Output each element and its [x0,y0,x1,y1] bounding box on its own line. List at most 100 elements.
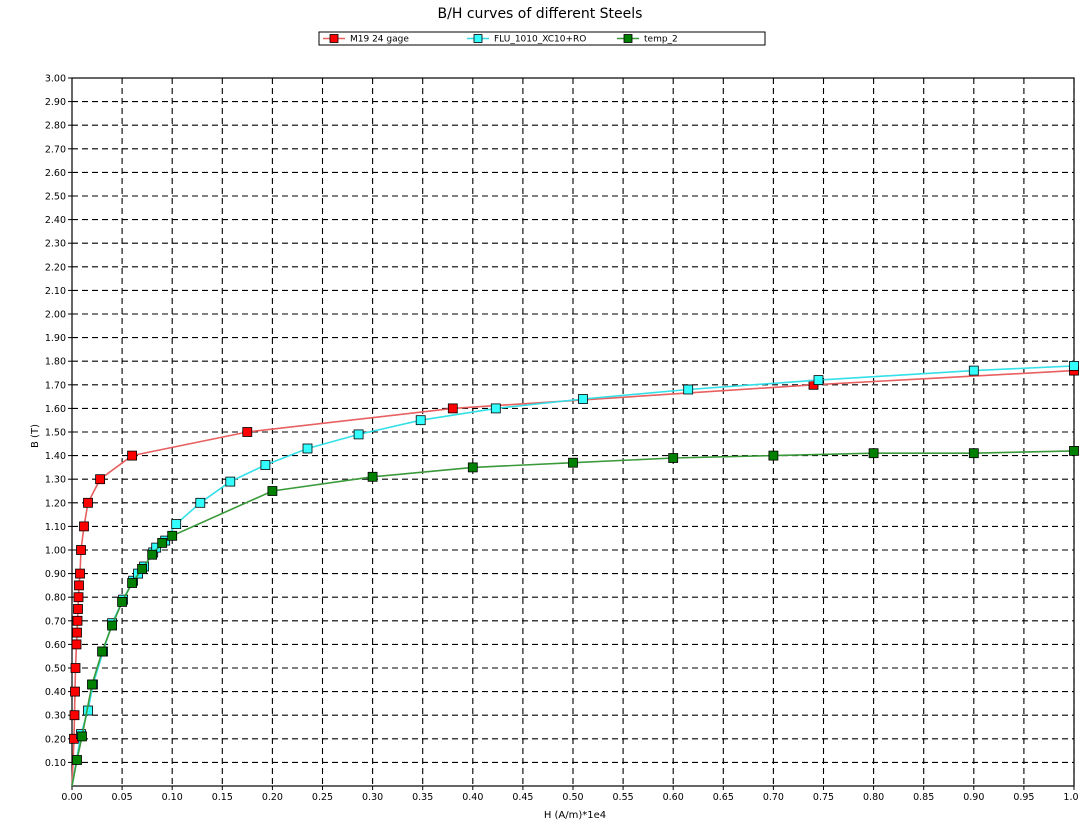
data-point [578,394,588,404]
y-tick-label: 0.40 [45,687,66,698]
data-point [73,604,83,614]
x-tick-label: 0.85 [913,792,934,803]
data-point [72,615,83,626]
data-point [683,384,694,395]
x-tick-label: 0.80 [863,792,884,803]
legend-box [318,31,766,46]
legend-marker [623,34,633,43]
y-tick-label: 1.60 [45,404,66,415]
data-point [490,403,501,414]
x-tick-labels: 0.00 0.05 0.10 0.15 0.20 0.25 0.30 0.35 0.40 0.45… [61,792,1079,803]
x-tick-label: 0.10 [162,792,183,803]
data-point [75,568,85,579]
x-tick-label: 0.60 [663,792,684,803]
legend: M19 24 gage FLU_1010_XC10+RO temp_2 [318,31,766,46]
data-point [302,443,313,454]
data-point [147,549,158,560]
legend-marker [329,34,339,43]
x-tick-label: 0.35 [412,792,433,803]
data-point [968,365,979,376]
y-tick-label: 0.30 [45,711,66,722]
x-tick-label: 0.75 [813,792,834,803]
data-point [76,545,86,555]
x-tick-label: 0.95 [1013,792,1034,803]
data-point [70,663,81,673]
data-point [95,474,105,485]
y-tick-label: 0.90 [45,569,66,580]
data-point [137,564,148,574]
data-point [968,448,979,459]
y-tick-label: 1.10 [45,522,66,533]
data-point [97,646,107,657]
data-point [171,519,182,529]
y-tick-label: 1.70 [45,380,66,391]
legend-label: FLU_1010_XC10+RO [494,35,586,45]
data-point [568,457,578,468]
data-point [813,375,824,386]
y-tick-label: 2.90 [45,97,66,108]
data-point [868,448,879,459]
series-0 [69,365,1079,787]
y-tick-label: 3.00 [45,74,66,85]
data-point [353,429,364,440]
axes [68,77,1075,790]
data-point [242,427,253,437]
data-point [127,450,137,461]
x-tick-label: 0.45 [512,792,533,803]
y-tick-label: 1.00 [45,546,66,557]
data-point [117,597,127,607]
data-point [77,731,87,742]
y-tick-label: 0.50 [45,664,66,675]
y-tick-label: 2.60 [45,168,66,179]
data-point [79,521,89,532]
data-point [668,453,679,463]
y-tick-label: 1.50 [45,428,66,439]
data-point [1069,445,1079,456]
x-tick-label: 0.70 [763,792,784,803]
y-tick-label: 2.80 [45,121,66,132]
x-tick-label: 1.00 [1063,792,1079,803]
y-tick-label: 1.40 [45,451,66,462]
data-point [260,460,271,470]
x-tick-label: 0.30 [362,792,383,803]
x-tick-label: 0.90 [963,792,984,803]
grid [72,78,1075,786]
data-point [72,627,82,638]
legend-label: M19 24 gage [350,35,409,45]
data-point [107,620,117,631]
data-point [225,476,236,487]
data-point [447,403,458,414]
data-point [74,580,84,591]
data-point [87,679,97,690]
y-axis-label: B (T) [30,424,41,448]
y-tick-label: 0.20 [45,734,66,745]
plot-frame [71,77,1075,787]
data-point [157,538,168,548]
data-point [69,710,80,721]
data-point [415,415,426,426]
y-tick-label: 1.30 [45,475,66,486]
y-tick-label: 1.90 [45,333,66,344]
data-point [1069,360,1079,371]
legend-label: temp_2 [644,35,678,45]
data-point [71,639,82,650]
x-tick-label: 0.50 [562,792,583,803]
y-tick-label: 0.70 [45,616,66,627]
legend-marker [473,34,483,43]
x-tick-label: 0.55 [613,792,634,803]
data-point [167,530,178,541]
x-tick-label: 0.05 [112,792,133,803]
y-tick-label: 0.60 [45,640,66,651]
x-tick-label: 0.15 [212,792,233,803]
data-point [73,592,84,603]
y-tick-label: 2.10 [45,286,66,297]
y-tick-label: 2.70 [45,144,66,155]
y-tick-label: 2.20 [45,262,66,273]
y-tick-label: 2.00 [45,310,66,321]
x-tick-label: 0.65 [713,792,734,803]
x-tick-label: 0.00 [61,792,82,803]
data-point [72,755,82,765]
data-point [83,497,93,508]
data-point [367,471,378,482]
